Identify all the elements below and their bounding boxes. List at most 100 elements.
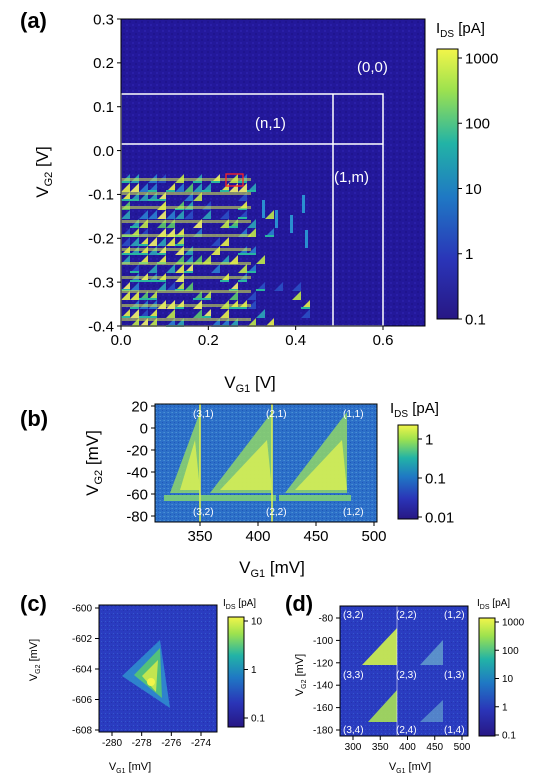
stripe-mark	[139, 298, 148, 300]
triangle-mark	[184, 264, 193, 273]
triangle-mark	[148, 264, 157, 273]
panel-c-x-tick-label: -278	[132, 738, 152, 749]
panel-b-y-axis: 20 0 -20 -40 -60 -80	[126, 398, 155, 525]
sparse-mark	[302, 195, 305, 213]
panel-b-colorbar-title: IDS [pA]	[390, 400, 439, 420]
triangle-mark	[139, 183, 148, 192]
panel-d-x-tick-label: 350	[372, 742, 389, 753]
stripe-mark	[193, 298, 202, 300]
triangle-mark	[139, 291, 148, 300]
triangle-mark	[265, 318, 274, 327]
bottom-band	[164, 495, 204, 501]
triangle-mark	[238, 210, 247, 219]
triangle-bright	[362, 628, 397, 665]
panel-a-colorbar-tick-label: 1000	[465, 50, 498, 67]
triangle-mark	[301, 309, 310, 318]
stripe-mark	[139, 280, 148, 282]
triangle-mark	[202, 255, 211, 264]
stripe-mark	[130, 280, 139, 282]
panel-c-y-tick-label: -606	[72, 695, 92, 706]
panel-d-colorbar-tick-label: 100	[502, 646, 519, 657]
triangle-mark	[166, 309, 175, 318]
highlight-box	[225, 173, 244, 187]
panel-a-y-tick-label: 0.0	[93, 143, 114, 160]
stripe-mark	[247, 253, 256, 255]
triangle-mark	[130, 309, 139, 318]
triangle-mark	[220, 309, 229, 318]
stripe-mark	[220, 280, 229, 282]
panel-a-y-tick-label: 0.2	[93, 55, 114, 72]
panel-d-label: (2,2)	[396, 610, 417, 621]
panel-c: (c) -600 -602 -604 -606 -608 -280 -278 -276 -27…	[20, 591, 265, 775]
triangle-mark	[175, 282, 184, 291]
panel-c-triangle	[122, 640, 170, 708]
stripe-mark	[139, 244, 148, 246]
triangle-mark	[274, 282, 283, 291]
panel-d-frame	[339, 605, 469, 737]
panel-c-letter: (c)	[20, 591, 47, 616]
panel-a-x-tick-label: 0.0	[111, 332, 132, 349]
stripe-mark	[202, 298, 211, 300]
panel-b-x-tick-label: 500	[361, 528, 386, 545]
panel-b-heatmap: (3,1) (2,1) (1,1) (3,2) (2,2) (1,2)	[154, 403, 378, 523]
panel-a-xlabel: VG1 [V]	[224, 373, 276, 395]
panel-b-bottom-label: (1,2)	[343, 507, 364, 518]
panel-a-x-tick-label: 0.2	[198, 332, 219, 349]
panel-b-x-tick-label: 450	[303, 528, 328, 545]
panel-b-y-tick-label: 0	[140, 420, 148, 437]
stripe-mark	[238, 307, 247, 309]
triangle-bright	[368, 690, 397, 722]
panel-a-x-axis: 0.0 0.2 0.4 0.6	[111, 326, 394, 349]
triangle-mark	[175, 237, 184, 246]
triangle-mark	[157, 255, 166, 264]
stripe-mark	[229, 307, 238, 309]
region-label-1m: (1,m)	[334, 169, 369, 186]
panel-a-x-tick-label: 0.6	[373, 332, 394, 349]
triangle-mark	[247, 291, 256, 300]
panel-c-y-tick-label: -608	[72, 726, 92, 737]
triangle-mark	[175, 210, 184, 219]
triangle-mark	[220, 255, 229, 264]
triangle-mark	[229, 282, 238, 291]
triangle-mark	[265, 228, 274, 237]
stripe-mark	[130, 253, 139, 255]
panel-d-y-tick-label: -100	[313, 636, 333, 647]
triangle-mark	[175, 264, 184, 273]
horizontal-band	[121, 262, 251, 265]
stripe-mark	[157, 253, 166, 255]
triangle-mark	[220, 237, 229, 246]
panel-a-y-tick-label: -0.1	[88, 187, 114, 204]
stripe-mark	[121, 316, 130, 318]
panel-b-y-tick-label: 20	[131, 398, 148, 415]
stripe-mark	[157, 199, 166, 201]
panel-d-xlabel: VG1 [mV]	[389, 761, 431, 775]
triangle-mark	[121, 255, 130, 264]
panel-d-letter: (d)	[285, 591, 313, 616]
panel-d-y-tick-label: -120	[313, 658, 333, 669]
panel-c-x-tick-label: -276	[161, 738, 181, 749]
triangle-mark	[202, 183, 211, 192]
panel-a-colorbar-title: IDS [pA]	[436, 20, 485, 40]
triangle-mark	[157, 237, 166, 246]
panel-b-colorbar-tick-label: 0.1	[425, 470, 446, 487]
panel-a-heatmap: (0,0) (n,1) (1,m)	[120, 18, 426, 327]
panel-c-colorbar-title: IDS [pA]	[223, 598, 256, 611]
panel-d-colorbar-title: IDS [pA]	[477, 598, 510, 611]
panel-a-frame	[120, 18, 426, 327]
triangle-mark	[121, 291, 130, 300]
panel-a: (a) (0,0) (n,1) (1,m) 0.3 0.2 0.1 0.0 -0.1 -0…	[20, 8, 498, 395]
triangle-mark	[121, 309, 130, 318]
panel-d-heatmap: (3,2) (2,2) (1,2) (3,3) (2,3) (1,3) (3,4) (2,4)…	[339, 605, 469, 737]
panel-b-top-label: (1,1)	[343, 409, 364, 420]
panel-b-y-tick-label: -40	[126, 464, 148, 481]
panel-d-label: (2,4)	[396, 725, 417, 736]
triangle-mark	[292, 282, 301, 291]
triangle-faint	[420, 700, 443, 722]
panel-a-x-tick-label: 0.4	[285, 332, 306, 349]
triangle-mark	[175, 255, 184, 264]
horizontal-band	[121, 206, 251, 209]
horizontal-band	[121, 178, 251, 181]
triangle-mark	[130, 291, 139, 300]
stripe-mark	[130, 199, 139, 201]
triangle-mark	[184, 210, 193, 219]
